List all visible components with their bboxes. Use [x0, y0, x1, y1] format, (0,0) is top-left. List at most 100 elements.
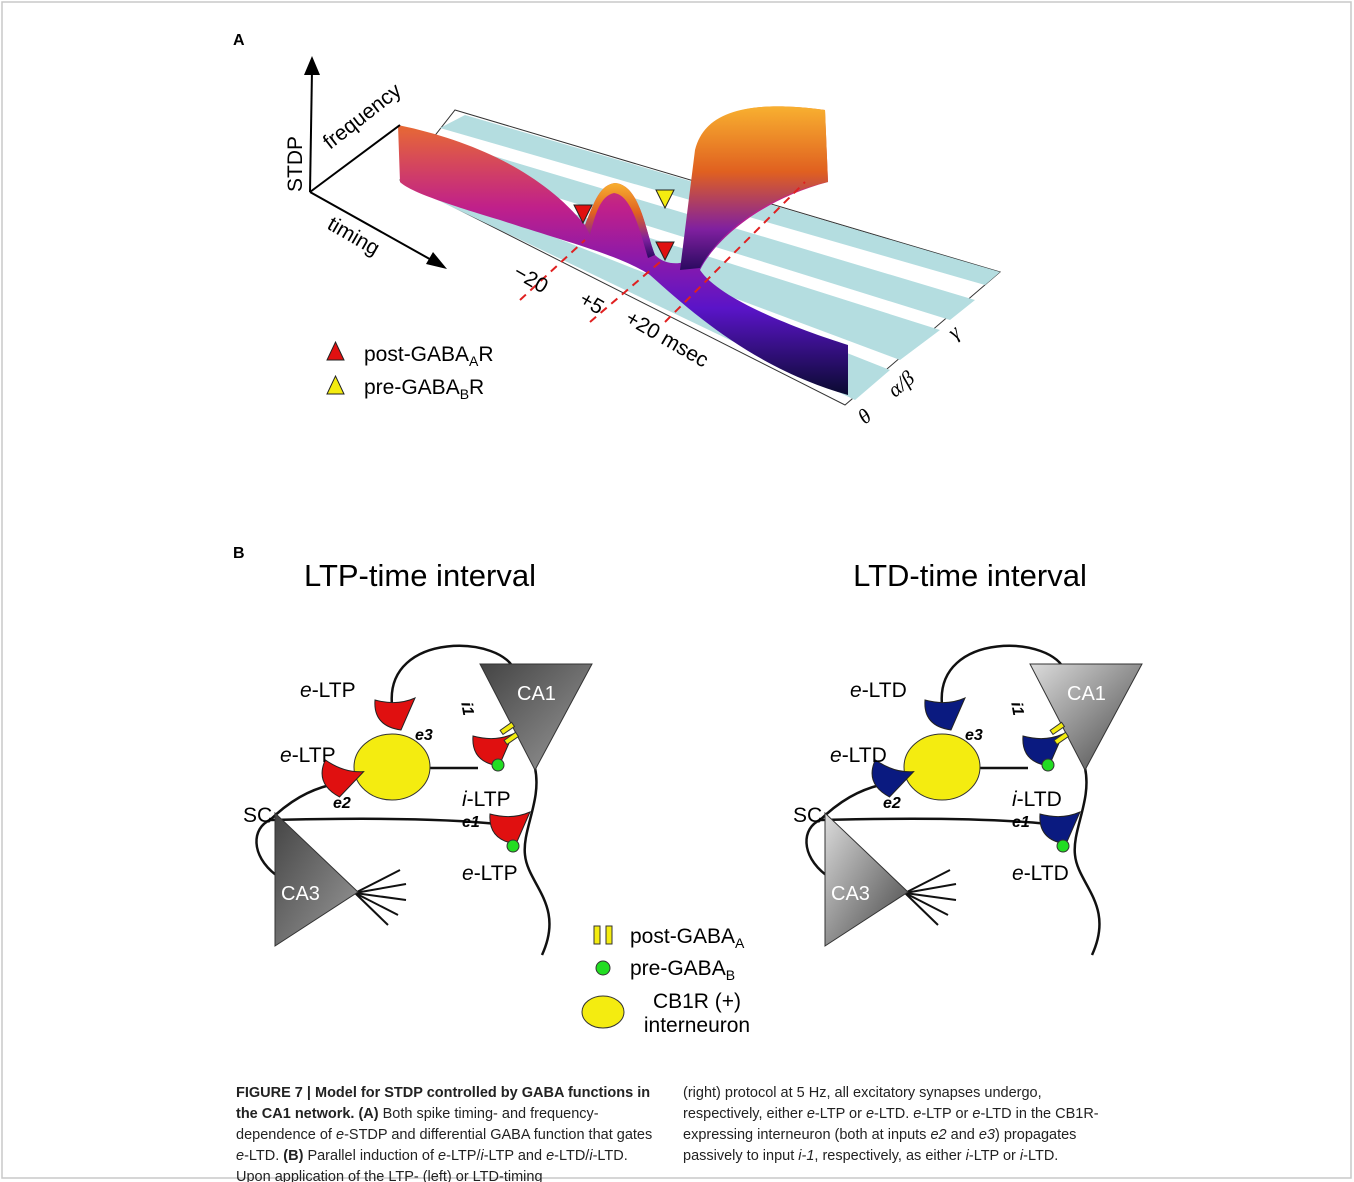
legend-label: interneuron: [644, 1014, 750, 1037]
axon: [525, 768, 550, 955]
synapse-label: e-LTP: [280, 744, 336, 767]
band-label: γ: [943, 320, 965, 344]
caption-text: , respectively, as either: [814, 1148, 965, 1164]
caption-text: (A): [358, 1106, 378, 1122]
label-prefix: e: [300, 679, 312, 702]
legend-marker: [596, 961, 610, 975]
caption-text: -LTP or: [815, 1106, 866, 1122]
label-prefix: e: [280, 744, 292, 767]
axon: [806, 820, 826, 875]
axon: [256, 820, 276, 875]
legend-label: CB1R (+): [653, 990, 741, 1013]
label-text: -LTP: [292, 744, 336, 767]
legend-suffix: R: [478, 343, 493, 366]
legend-marker: [327, 376, 344, 394]
sc-label: SC: [243, 804, 272, 827]
legend-name: post-GABA: [630, 925, 735, 948]
post-gaba: [500, 722, 514, 734]
pre-gaba: [492, 759, 504, 771]
legend-suffix: R: [469, 376, 484, 399]
legend-label: post-GABAAR: [364, 343, 494, 369]
input-label: i1: [457, 701, 476, 717]
sc-label: SC: [793, 804, 822, 827]
caption-text: e: [866, 1106, 874, 1122]
label-prefix: e: [850, 679, 862, 702]
caption-text: -LTP or: [921, 1106, 972, 1122]
input-label: e3: [415, 727, 433, 744]
page: A STDP frequency timing −20 +5 +20 msec …: [0, 0, 1354, 1182]
cell-label: CA1: [1067, 683, 1106, 705]
pre-gaba: [1057, 840, 1069, 852]
panel-a: A STDP frequency timing −20 +5 +20 msec …: [233, 32, 1000, 429]
caption-text: e: [236, 1148, 244, 1164]
synapse: [375, 698, 415, 730]
ca3-cell: [825, 813, 908, 946]
caption-text: -LTP and: [484, 1148, 546, 1164]
caption-text: -STDP and differential GABA function tha…: [344, 1127, 652, 1143]
cell-label: CA1: [517, 683, 556, 705]
legend-marker: [606, 926, 612, 944]
caption-text: (B): [283, 1148, 303, 1164]
band-label: θ: [853, 404, 876, 429]
axis-label: frequency: [319, 79, 406, 154]
caption-text: -LTD.: [1023, 1148, 1058, 1164]
caption-text: -LTD.: [244, 1148, 283, 1164]
caption-text: Parallel induction of: [303, 1148, 438, 1164]
label-text: -LTD: [1024, 862, 1069, 885]
synapse-label: i-LTP: [462, 788, 511, 811]
caption-text: i-1: [798, 1148, 814, 1164]
axon: [1075, 768, 1100, 955]
label-text: -LTD: [862, 679, 907, 702]
label-text: -LTP: [474, 862, 518, 885]
post-gaba: [1050, 722, 1064, 734]
input-label: e3: [965, 727, 983, 744]
legend-label: pre-GABABR: [364, 376, 484, 402]
post-gaba: [504, 732, 518, 744]
caption-text: e3: [979, 1127, 995, 1143]
label-text: -LTP: [312, 679, 356, 702]
legend-marker: [582, 996, 624, 1028]
tick-label: −20: [510, 260, 552, 298]
synapse-label: e-LTD: [1012, 862, 1069, 885]
synapse: [925, 698, 965, 730]
label-prefix: e: [830, 744, 842, 767]
input-label: e2: [883, 795, 901, 812]
synapse: [490, 812, 530, 844]
legend-label: post-GABAA: [630, 925, 745, 951]
label-prefix: e: [1012, 862, 1024, 885]
label-text: -LTD: [842, 744, 887, 767]
arrow: [304, 56, 320, 75]
synapse-label: e-LTD: [850, 679, 907, 702]
caption-right: (right) protocol at 5 Hz, all excitatory…: [683, 1083, 1113, 1167]
legend-sub: B: [726, 967, 735, 983]
arrow: [426, 252, 447, 269]
ca3-cell: [275, 813, 358, 946]
tick-label: +5: [576, 287, 608, 319]
pre-gaba: [507, 840, 519, 852]
synapse: [1040, 812, 1080, 844]
panel-label: A: [233, 32, 245, 49]
input-label: e1: [462, 814, 480, 831]
caption-text: e: [807, 1106, 815, 1122]
figure: A STDP frequency timing −20 +5 +20 msec …: [0, 0, 1354, 1182]
legend-label: pre-GABAB: [630, 957, 735, 983]
legend-sub: A: [735, 935, 745, 951]
caption-text: e: [546, 1148, 554, 1164]
circuit: LTP-time intervale-LTPe-LTPi-LTPe-LTPe3e…: [243, 558, 592, 955]
panel-label: B: [233, 545, 245, 562]
circuit: LTD-time intervale-LTDe-LTDi-LTDe-LTDe3e…: [793, 558, 1142, 955]
legend-marker: [327, 342, 344, 360]
legend-marker: [594, 926, 600, 944]
synapse-label: e-LTP: [462, 862, 518, 885]
axis-label: timing: [324, 212, 384, 260]
label-prefix: e: [462, 862, 474, 885]
label-text: -LTD: [1017, 788, 1062, 811]
diagram-title: LTP-time interval: [304, 558, 536, 593]
label-text: -LTP: [467, 788, 511, 811]
legend-name: post-GABA: [364, 343, 469, 366]
synapse-label: e-LTD: [830, 744, 887, 767]
caption-left: FIGURE 7 | Model for STDP controlled by …: [236, 1083, 666, 1182]
cell-label: CA3: [831, 883, 870, 905]
cell-label: CA3: [281, 883, 320, 905]
pre-gaba: [1042, 759, 1054, 771]
